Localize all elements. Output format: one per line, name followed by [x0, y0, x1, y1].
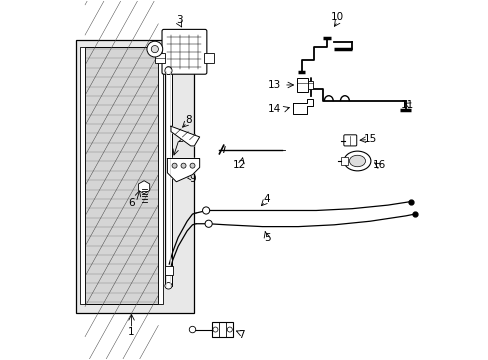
- Text: 12: 12: [233, 159, 246, 170]
- Circle shape: [147, 41, 163, 57]
- Text: 11: 11: [400, 100, 413, 110]
- Bar: [85, 47, 158, 304]
- Bar: [80, 47, 85, 304]
- Text: 13: 13: [267, 80, 281, 90]
- Bar: [76, 40, 194, 313]
- Text: 8: 8: [185, 115, 192, 125]
- Text: 6: 6: [128, 198, 135, 208]
- Polygon shape: [167, 158, 199, 182]
- FancyBboxPatch shape: [343, 135, 356, 146]
- Bar: [164, 71, 172, 286]
- Circle shape: [189, 326, 195, 333]
- Bar: [203, 53, 214, 63]
- Circle shape: [204, 220, 212, 227]
- Ellipse shape: [349, 155, 365, 167]
- Circle shape: [227, 327, 232, 332]
- Text: 16: 16: [371, 159, 385, 170]
- Bar: [307, 81, 313, 89]
- Bar: [155, 53, 164, 63]
- Text: 7: 7: [238, 330, 244, 340]
- Bar: [164, 266, 173, 275]
- Text: 1: 1: [128, 327, 135, 337]
- Text: 9: 9: [189, 174, 195, 184]
- Bar: [212, 322, 233, 337]
- Polygon shape: [171, 126, 199, 146]
- Text: 4: 4: [263, 194, 270, 204]
- Polygon shape: [292, 99, 312, 114]
- Circle shape: [151, 45, 158, 53]
- Text: 14: 14: [267, 104, 281, 114]
- Bar: [158, 47, 163, 304]
- Bar: [297, 78, 307, 92]
- FancyBboxPatch shape: [162, 30, 206, 74]
- Ellipse shape: [164, 67, 172, 75]
- Text: 15: 15: [363, 135, 376, 144]
- Text: 3: 3: [176, 15, 183, 26]
- Circle shape: [172, 163, 177, 168]
- Circle shape: [212, 327, 218, 332]
- Text: 5: 5: [263, 233, 270, 243]
- Circle shape: [202, 207, 209, 214]
- Text: 10: 10: [330, 12, 344, 22]
- Ellipse shape: [344, 151, 370, 171]
- Circle shape: [190, 163, 195, 168]
- Ellipse shape: [164, 283, 172, 289]
- Text: 2: 2: [177, 134, 183, 144]
- Circle shape: [181, 163, 185, 168]
- Bar: [341, 157, 347, 165]
